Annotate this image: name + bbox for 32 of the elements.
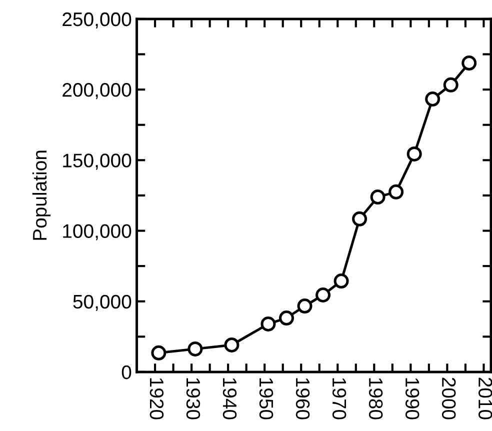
point xyxy=(224,337,240,352)
x-tick-label: 1960 xyxy=(296,378,310,420)
point xyxy=(406,146,422,162)
point xyxy=(279,310,294,326)
point xyxy=(370,190,386,205)
x-tick-label: 1990 xyxy=(405,378,420,420)
y-tick-label: 0 xyxy=(122,365,132,380)
point xyxy=(443,77,458,92)
y-tick-label: 150,000 xyxy=(63,154,132,170)
x-tick-label: 1950 xyxy=(259,378,274,420)
x-tick-label: 1930 xyxy=(186,378,200,420)
x-tick-label: 2010 xyxy=(478,378,492,420)
point xyxy=(188,341,203,356)
point xyxy=(334,274,349,289)
y-tick-label: 100,000 xyxy=(63,224,132,240)
point xyxy=(425,92,440,107)
y-axis-title: Population xyxy=(32,150,51,240)
point xyxy=(388,184,404,200)
x-tick-label: 1980 xyxy=(368,378,383,420)
point xyxy=(316,288,331,302)
x-tick-label: 1970 xyxy=(332,378,346,420)
y-tick-label: 200,000 xyxy=(62,83,132,100)
x-tick-label: 2000 xyxy=(442,378,456,420)
point xyxy=(260,316,276,332)
x-tick-label: 1920 xyxy=(150,378,164,420)
point xyxy=(297,298,312,314)
point xyxy=(462,56,477,71)
y-tick-label: 250,000 xyxy=(62,12,132,28)
x-tick-label: 1940 xyxy=(222,378,237,420)
y-tick-label: 50,000 xyxy=(73,294,132,311)
point xyxy=(151,345,166,360)
point xyxy=(352,211,368,226)
